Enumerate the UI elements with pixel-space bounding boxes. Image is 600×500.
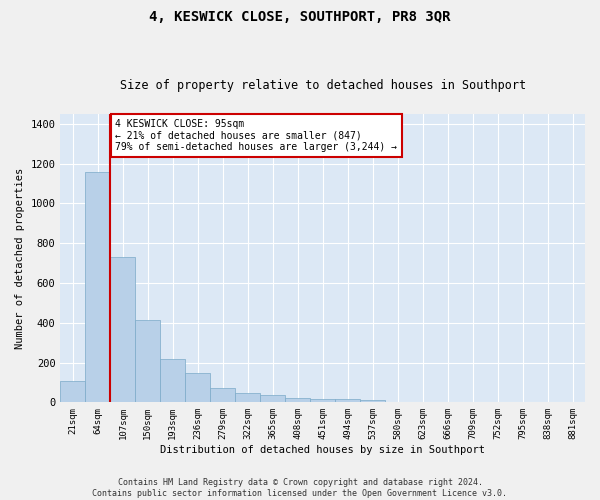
Bar	[235, 393, 260, 402]
Bar	[185, 373, 210, 402]
Title: Size of property relative to detached houses in Southport: Size of property relative to detached ho…	[119, 79, 526, 92]
Bar	[335, 400, 360, 402]
Bar	[285, 398, 310, 402]
X-axis label: Distribution of detached houses by size in Southport: Distribution of detached houses by size …	[160, 445, 485, 455]
Bar	[310, 399, 335, 402]
Bar	[210, 388, 235, 402]
Text: 4, KESWICK CLOSE, SOUTHPORT, PR8 3QR: 4, KESWICK CLOSE, SOUTHPORT, PR8 3QR	[149, 10, 451, 24]
Bar	[136, 320, 160, 402]
Bar	[110, 257, 136, 402]
Text: 4 KESWICK CLOSE: 95sqm
← 21% of detached houses are smaller (847)
79% of semi-de: 4 KESWICK CLOSE: 95sqm ← 21% of detached…	[115, 120, 397, 152]
Y-axis label: Number of detached properties: Number of detached properties	[15, 168, 25, 349]
Bar	[260, 396, 285, 402]
Bar	[360, 400, 385, 402]
Bar	[61, 382, 85, 402]
Text: Contains HM Land Registry data © Crown copyright and database right 2024.
Contai: Contains HM Land Registry data © Crown c…	[92, 478, 508, 498]
Bar	[85, 172, 110, 402]
Bar	[160, 359, 185, 403]
